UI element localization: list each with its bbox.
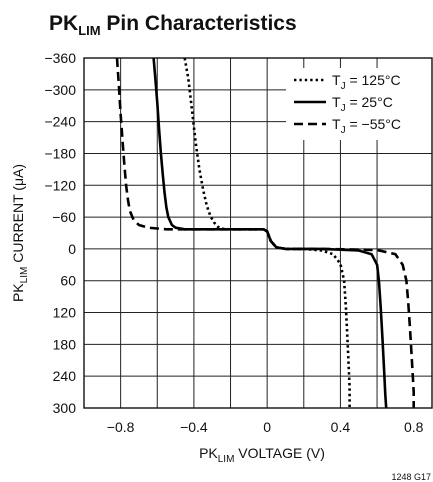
y-tick-label: 0 <box>68 241 76 257</box>
y-tick-label: −360 <box>44 50 76 66</box>
y-tick-label: −60 <box>52 209 76 225</box>
legend-label-125c: TJ = 125°C <box>332 72 401 92</box>
x-tick-label: 0 <box>263 419 271 435</box>
y-tick-label: 60 <box>60 273 76 289</box>
plot-frame <box>83 57 433 409</box>
chart-title: PKLIM Pin Characteristics <box>49 12 297 38</box>
x-axis-ticks: −0.8 −0.4 0 0.4 0.8 <box>107 419 424 435</box>
y-tick-label: 180 <box>53 336 77 352</box>
y-tick-label: 300 <box>53 400 77 416</box>
legend-label-neg55c: TJ = −55°C <box>332 116 401 136</box>
y-tick-label: 120 <box>53 305 77 321</box>
x-tick-label: −0.8 <box>107 419 135 435</box>
x-tick-label: 0.8 <box>404 419 424 435</box>
legend-label-25c: TJ = 25°C <box>332 94 393 114</box>
y-axis-label: PKLIM CURRENT (μA) <box>10 164 30 302</box>
series-lines <box>115 57 416 409</box>
y-axis-ticks: −360 −300 −240 −180 −120 −60 0 60 120 180 240 300 <box>44 50 76 416</box>
legend: TJ = 125°C TJ = 25°C TJ = −55°C <box>286 68 432 140</box>
series-line-neg55c <box>115 57 416 408</box>
y-tick-label: 240 <box>53 368 77 384</box>
x-axis-label: PKLIM VOLTAGE (V) <box>199 445 325 465</box>
figure-code: 1248 G17 <box>391 472 431 482</box>
y-tick-label: −240 <box>44 114 76 130</box>
y-tick-label: −180 <box>44 145 76 161</box>
series-line-125c <box>183 57 351 408</box>
y-tick-label: −300 <box>44 82 76 98</box>
x-tick-label: −0.4 <box>180 419 208 435</box>
y-tick-label: −120 <box>44 177 76 193</box>
x-tick-label: 0.4 <box>331 419 351 435</box>
